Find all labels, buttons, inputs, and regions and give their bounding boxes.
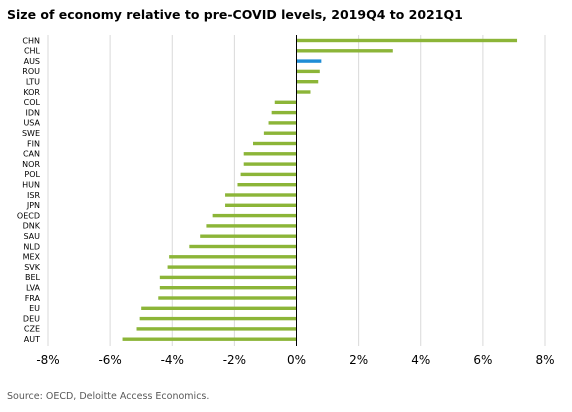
- bar-col: [274, 100, 297, 104]
- bar-can: [243, 152, 297, 156]
- bar-hun: [237, 183, 297, 187]
- category-label-chl: CHL: [24, 47, 41, 56]
- grid-lines: [47, 35, 546, 346]
- bar-idn: [271, 110, 297, 115]
- category-label-oecd: OECD: [17, 211, 40, 220]
- category-label-swe: SWE: [22, 129, 40, 138]
- category-label-pol: POL: [24, 170, 40, 179]
- x-tick-label: 0%: [287, 353, 306, 367]
- category-label-dnk: DNK: [23, 222, 41, 231]
- x-tick-label: -2%: [223, 353, 246, 367]
- category-label-fin: FIN: [27, 139, 40, 148]
- bar-nld: [189, 244, 297, 249]
- bar-jpn: [225, 203, 297, 207]
- bar-aus: [296, 59, 322, 63]
- category-label-can: CAN: [23, 150, 40, 159]
- x-tick-label: 6%: [473, 353, 492, 367]
- category-label-chn: CHN: [22, 36, 40, 45]
- category-label-rou: ROU: [22, 67, 40, 76]
- category-label-isr: ISR: [27, 191, 40, 200]
- category-label-bel: BEL: [25, 273, 41, 282]
- bar-fin: [253, 141, 297, 146]
- bar-mex: [169, 255, 297, 259]
- x-tick-label: 8%: [535, 353, 554, 367]
- bar-kor: [296, 90, 311, 94]
- category-label-cze: CZE: [24, 325, 40, 334]
- category-label-usa: USA: [23, 119, 40, 128]
- x-tick-label: -8%: [36, 353, 59, 367]
- bar-rou: [296, 69, 320, 74]
- category-label-idn: IDN: [25, 108, 40, 117]
- chart-title: Size of economy relative to pre-COVID le…: [7, 7, 463, 22]
- x-tick-label: 4%: [411, 353, 430, 367]
- bar-aut: [122, 337, 297, 341]
- bar-eu: [141, 306, 297, 310]
- category-label-kor: KOR: [23, 88, 40, 97]
- source-note: Source: OECD, Deloitte Access Economics.: [7, 391, 210, 402]
- category-label-nor: NOR: [22, 160, 40, 169]
- bar-nor: [243, 162, 297, 166]
- bar-fra: [158, 296, 297, 300]
- category-label-ltu: LTU: [26, 78, 40, 87]
- bar-isr: [225, 193, 297, 197]
- x-tick-labels: -8% -6% -4% -2% 0% 2% 4% 6% 8%: [36, 353, 554, 367]
- bar-ltu: [296, 80, 319, 84]
- bar-bel: [159, 275, 297, 280]
- bar-oecd: [212, 213, 297, 218]
- category-label-deu: DEU: [23, 314, 40, 323]
- bar-dnk: [206, 224, 297, 228]
- category-label-aut: AUT: [24, 335, 40, 344]
- bar-lva: [159, 286, 297, 290]
- category-label-sau: SAU: [23, 232, 40, 241]
- bar-chl: [296, 49, 393, 53]
- bar-usa: [268, 121, 297, 125]
- bar-swe: [263, 131, 297, 135]
- bars: [122, 38, 518, 341]
- category-label-aus: AUS: [24, 57, 40, 66]
- bar-deu: [139, 316, 297, 321]
- bar-svk: [167, 265, 297, 269]
- category-label-svk: SVK: [24, 263, 41, 272]
- x-tick-label: -6%: [98, 353, 121, 367]
- category-label-eu: EU: [29, 304, 40, 313]
- bar-chn: [296, 38, 518, 43]
- category-label-jpn: JPN: [26, 201, 40, 210]
- bar-cze: [136, 327, 297, 331]
- category-label-nld: NLD: [23, 242, 40, 251]
- x-tick-label: -4%: [161, 353, 184, 367]
- x-tick-label: 2%: [349, 353, 368, 367]
- bar-sau: [200, 234, 297, 238]
- category-label-hun: HUN: [22, 181, 40, 190]
- category-label-lva: LVA: [26, 284, 41, 293]
- category-label-fra: FRA: [25, 294, 41, 303]
- category-label-col: COL: [24, 98, 41, 107]
- bar-pol: [240, 172, 297, 177]
- category-label-mex: MEX: [23, 253, 41, 262]
